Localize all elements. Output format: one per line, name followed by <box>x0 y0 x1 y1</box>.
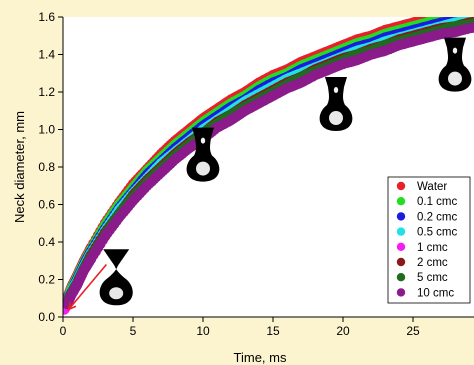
x-tick-label: 25 <box>406 324 420 338</box>
data-point-interp <box>459 6 469 16</box>
y-tick-label: 0.4 <box>38 235 55 249</box>
legend-label: 0.2 cmc <box>417 211 458 223</box>
series-layer <box>63 4 474 315</box>
legend-marker <box>396 257 406 267</box>
x-tick-label: 20 <box>336 324 350 338</box>
x-tick-label: 0 <box>60 324 67 338</box>
drops-layer <box>99 37 472 306</box>
y-tick-label: 0.8 <box>38 160 55 174</box>
arrow-layer <box>67 263 108 311</box>
legend-marker <box>396 212 406 221</box>
legend-marker <box>396 288 406 297</box>
data-point <box>465 17 473 19</box>
y-tick-label: 0.0 <box>38 310 55 324</box>
data-point-interp <box>466 4 474 14</box>
x-tick-label: 5 <box>130 324 137 338</box>
arrow-line <box>67 263 108 311</box>
x-tick-label: 10 <box>196 324 210 338</box>
data-point-interp <box>457 6 467 16</box>
drop-image-3 <box>319 77 353 131</box>
legend-marker <box>396 242 406 251</box>
data-point <box>464 4 474 14</box>
data-point-interp <box>462 5 472 15</box>
series-10-cmc <box>63 22 474 310</box>
legend-label: Water <box>417 181 447 193</box>
legend-label: 10 cmc <box>417 287 454 299</box>
drop-image-1 <box>99 249 133 306</box>
x-tick-label: 15 <box>266 324 280 338</box>
y-tick-label: 0.2 <box>38 273 55 287</box>
legend: Water 0.1 cmc 0.2 cmc 0.5 cmc 1 cmc 2 cmc 5 cm… <box>387 176 471 304</box>
legend-label: 1 cmc <box>417 242 448 254</box>
y-tick-label: 1.0 <box>38 123 55 137</box>
data-point-interp <box>454 17 461 18</box>
data-point-interp <box>468 17 474 19</box>
drop-image-4 <box>438 37 472 92</box>
legend-label: 0.5 cmc <box>417 227 458 239</box>
data-point-interp <box>470 22 474 33</box>
y-tick-label: 0.6 <box>38 198 55 212</box>
legend-label: 2 cmc <box>417 257 448 269</box>
legend-label: 5 cmc <box>417 272 448 284</box>
y-axis-label: Neck diameter, mm <box>12 111 27 223</box>
y-tick-label: 1.6 <box>38 10 55 24</box>
x-axis-label: Time, ms <box>234 350 287 365</box>
data-point-interp <box>470 17 474 18</box>
legend-marker <box>396 197 406 206</box>
y-tick-label: 1.2 <box>38 85 55 99</box>
legend-marker <box>396 181 406 191</box>
drop-image-2 <box>186 127 220 182</box>
y-tick-label: 1.4 <box>38 48 55 62</box>
legend-marker <box>396 273 406 282</box>
data-point-interp <box>458 17 462 18</box>
legend-label: 0.1 cmc <box>417 196 458 208</box>
data-point-interp <box>469 4 474 14</box>
axes-layer: 0.00.20.40.60.81.01.21.41.6051015202530 <box>38 10 474 338</box>
legend-marker <box>396 227 406 236</box>
data-point <box>451 17 459 19</box>
arrow-head <box>67 301 77 311</box>
